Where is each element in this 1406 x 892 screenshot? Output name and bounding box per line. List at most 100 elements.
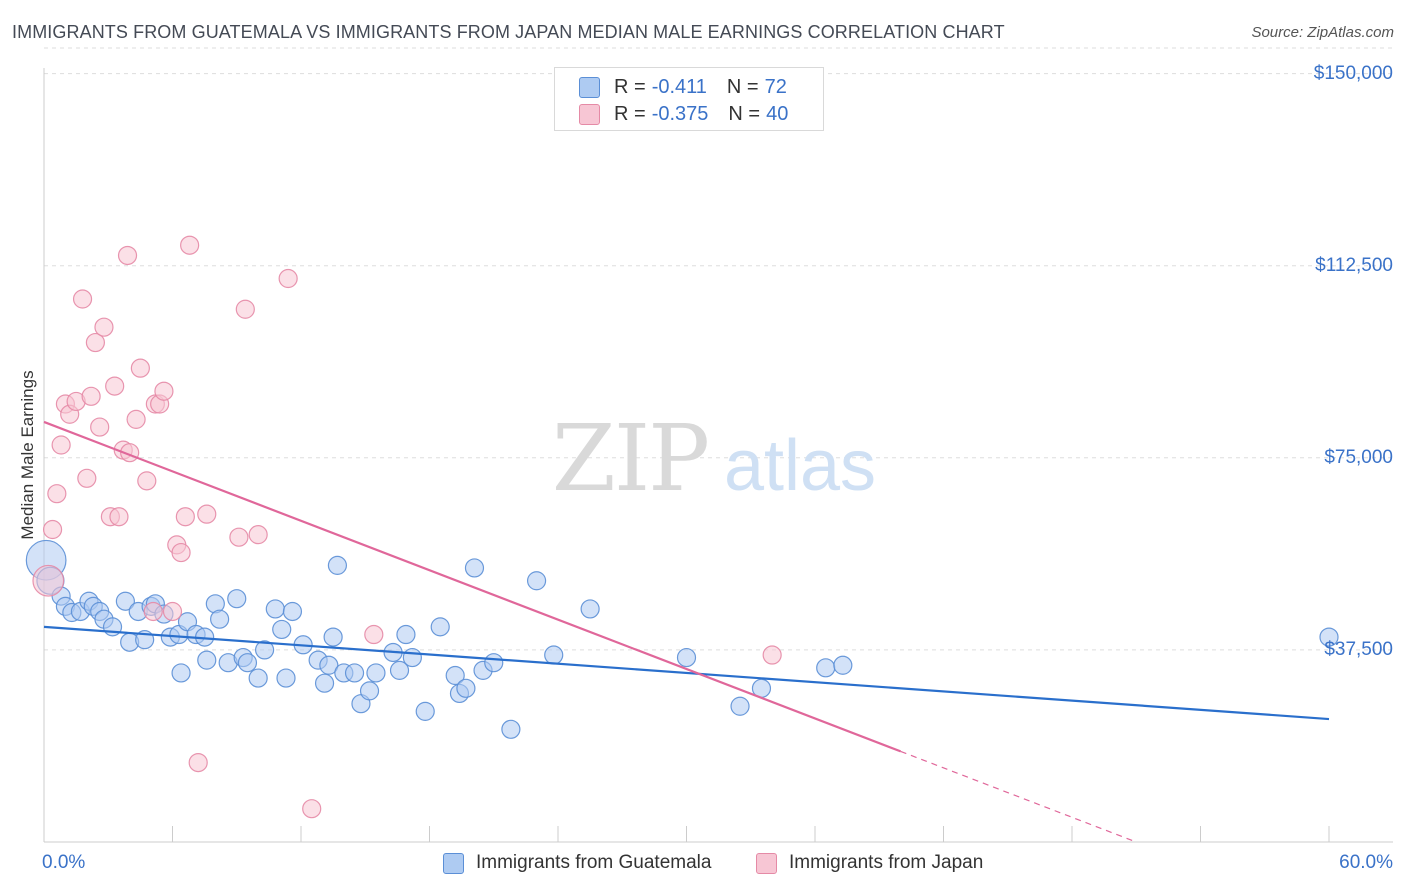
guatemala-point (227, 589, 247, 609)
japan-point (235, 299, 255, 319)
guatemala-point (276, 668, 296, 688)
guatemala-point (265, 599, 285, 619)
guatemala-point (319, 655, 339, 675)
guatemala-point (327, 555, 348, 575)
legend-n-value-guatemala: 72 (764, 76, 787, 98)
guatemala-trendline (43, 625, 1330, 721)
source-label: Source: ZipAtlas.com (1251, 24, 1394, 41)
watermark-zip: ZIP (552, 405, 708, 512)
gridlines (44, 47, 1393, 651)
guatemala-point (272, 619, 292, 640)
x-tick-max: 60.0% (1339, 852, 1393, 873)
legend-r-value-japan: -0.375 (651, 103, 709, 125)
guatemala-point (445, 665, 465, 686)
japan-point (180, 235, 200, 255)
guatemala-point (210, 609, 230, 629)
guatemala-point (484, 653, 504, 673)
bottom-legend-japan: Immigrants from Japan (756, 852, 983, 874)
guatemala-point (366, 663, 386, 683)
japan-point (175, 507, 195, 527)
y-tick-label: $112,500 (1315, 254, 1393, 276)
guatemala-point (237, 653, 258, 673)
japan-point (188, 752, 208, 773)
japan-point (117, 245, 138, 266)
guatemala-point (816, 658, 836, 678)
trendlines (43, 420, 1330, 843)
japan-point (94, 317, 114, 337)
legend-swatch-guatemala (579, 77, 600, 98)
japan-point (77, 468, 97, 488)
guatemala-point (396, 624, 416, 645)
japan-point (105, 376, 125, 396)
guatemala-point (456, 678, 476, 698)
japan-point (81, 386, 101, 406)
japan-point (762, 645, 782, 665)
japan-point (51, 435, 71, 455)
watermark-atlas: atlas (724, 426, 876, 506)
guatemala-point (248, 668, 268, 688)
legend-n-label: N = (726, 76, 759, 98)
japan-point (47, 484, 67, 504)
guatemala-point (402, 647, 422, 668)
japan-point (42, 519, 63, 540)
chart-title: IMMIGRANTS FROM GUATEMALA VS IMMIGRANTS … (12, 22, 1005, 42)
japan-point (248, 525, 268, 545)
japan-point (302, 799, 322, 819)
guatemala-point (730, 696, 750, 716)
guatemala-point (430, 617, 450, 637)
y-tick-label: $150,000 (1313, 62, 1393, 84)
guatemala-point (833, 655, 853, 675)
japan-point (109, 507, 129, 527)
japan-points (32, 235, 782, 819)
guatemala-point (415, 701, 435, 721)
guatemala-point (526, 571, 547, 591)
legend-row-guatemala: R = -0.411 N = 72 (579, 76, 787, 99)
guatemala-point (254, 640, 275, 660)
watermark: ZIP atlas (552, 405, 876, 512)
bottom-legend-swatch-guatemala (443, 852, 464, 874)
japan-point (197, 504, 217, 524)
guatemala-point (501, 719, 521, 739)
legend-row-japan: R = -0.375 N = 40 (579, 103, 788, 126)
legend-n-value-japan: 40 (766, 103, 789, 125)
bottom-legend-label-guatemala: Immigrants from Guatemala (476, 852, 712, 873)
guatemala-point (323, 627, 343, 647)
bottom-legend-swatch-japan (756, 852, 777, 874)
axes (43, 68, 1393, 843)
x-tick-min: 0.0% (42, 852, 86, 873)
guatemala-point (389, 660, 410, 680)
bottom-legend-guatemala: Immigrants from Guatemala (443, 852, 711, 874)
guatemala-point (344, 663, 365, 683)
japan-point (162, 601, 183, 622)
y-tick-label: $75,000 (1324, 446, 1393, 468)
japan-point (171, 542, 191, 563)
guatemala-point (359, 681, 380, 701)
japan-point (229, 527, 249, 547)
japan-trendline (43, 420, 902, 753)
japan-trendline-extension (900, 750, 1137, 843)
japan-point (137, 471, 157, 491)
japan-point (32, 564, 65, 597)
guatemala-point (580, 599, 600, 619)
guatemala-point (544, 645, 564, 665)
legend-n-label: N = (728, 103, 761, 125)
japan-point (278, 268, 298, 289)
japan-point (364, 624, 384, 645)
guatemala-point (197, 650, 217, 670)
japan-point (126, 409, 146, 429)
japan-point (90, 417, 110, 437)
y-tick-label: $37,500 (1324, 638, 1393, 660)
japan-point (72, 289, 93, 309)
legend-r-label: R = (614, 103, 646, 125)
japan-point (85, 332, 106, 353)
guatemala-point (115, 591, 135, 611)
guatemala-point (171, 663, 191, 683)
guatemala-point (676, 647, 697, 668)
guatemala-point (282, 601, 303, 622)
guatemala-point (1319, 627, 1339, 647)
legend-swatch-japan (579, 104, 600, 125)
japan-point (130, 358, 150, 378)
guatemala-point (464, 558, 485, 578)
japan-point (143, 601, 163, 622)
